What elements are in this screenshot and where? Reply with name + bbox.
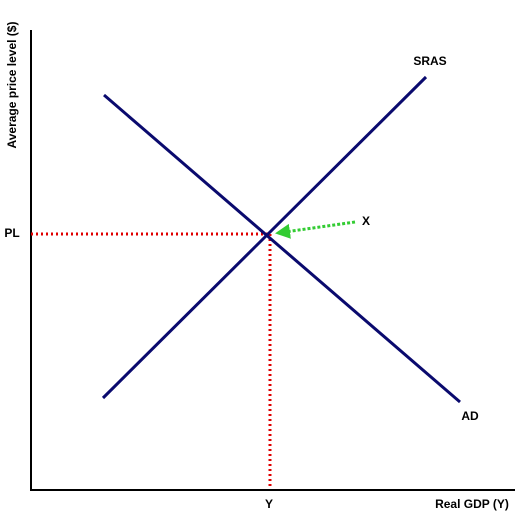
sras-label: SRAS	[413, 54, 446, 68]
sras-curve	[101, 75, 428, 400]
ad-label: AD	[461, 409, 479, 423]
ad-curve	[103, 93, 461, 404]
arrow-label: X	[362, 214, 370, 228]
price-label: PL	[4, 226, 19, 240]
arrow	[275, 220, 356, 239]
output-label: Y	[265, 497, 273, 511]
x-axis-label: Real GDP (Y)	[435, 497, 509, 511]
y-axis-label: Average price level ($)	[5, 22, 19, 149]
